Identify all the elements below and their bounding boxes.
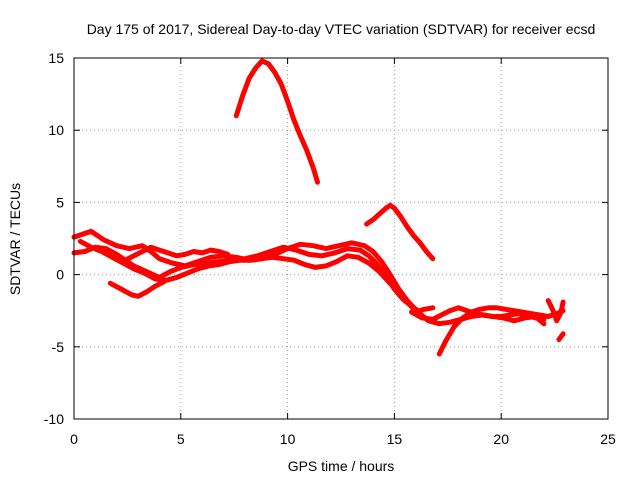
series-line-arc-k bbox=[545, 298, 566, 324]
series-line-arc-c bbox=[77, 238, 404, 298]
y-tick-label: 5 bbox=[56, 194, 64, 210]
y-tick-label: -5 bbox=[52, 339, 65, 355]
y-tick-label: 10 bbox=[48, 122, 64, 138]
x-tick-label: 5 bbox=[177, 431, 185, 447]
chart-title: Day 175 of 2017, Sidereal Day-to-day VTE… bbox=[87, 21, 596, 37]
x-axis-label: GPS time / hours bbox=[288, 458, 395, 474]
x-tick-label: 10 bbox=[280, 431, 296, 447]
plot-frame bbox=[73, 57, 609, 420]
axis-ticks: 0 5 10 15 20 25 -10 -5 0 5 10 15 bbox=[44, 50, 616, 447]
series-line-arc-i bbox=[404, 298, 547, 327]
series-line-arc-d bbox=[105, 244, 231, 263]
series-layer bbox=[71, 58, 566, 357]
series-line-arc-b bbox=[71, 244, 423, 315]
y-tick-label: 15 bbox=[48, 50, 64, 66]
series-line-arc-l bbox=[556, 331, 566, 343]
x-tick-label: 20 bbox=[493, 431, 509, 447]
series-line-arc-j bbox=[436, 305, 566, 357]
series-line-arc-e bbox=[107, 279, 167, 299]
x-tick-label: 25 bbox=[600, 431, 616, 447]
y-tick-label: -10 bbox=[44, 411, 64, 427]
series-line-arc-f bbox=[233, 58, 320, 185]
y-tick-label: 0 bbox=[56, 267, 64, 283]
y-axis-label: SDTVAR / TECUs bbox=[7, 183, 23, 295]
series-line-arc-g bbox=[364, 202, 436, 262]
x-tick-label: 15 bbox=[387, 431, 403, 447]
x-tick-label: 0 bbox=[70, 431, 78, 447]
grid-lines bbox=[74, 58, 608, 419]
